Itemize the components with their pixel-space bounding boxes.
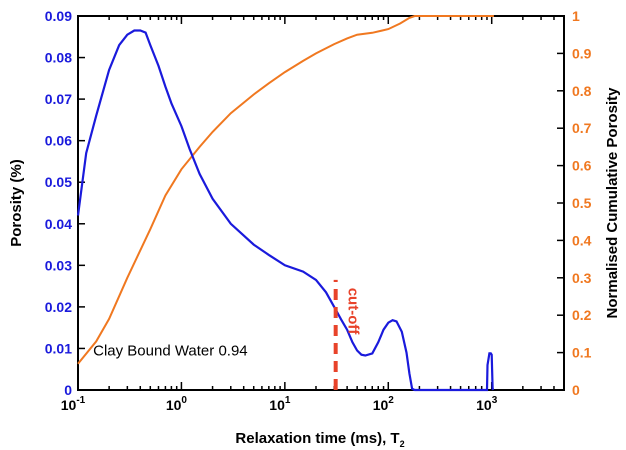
y-right-tick-label: 0.3 (572, 270, 592, 286)
y-left-axis-ticks: 0 0.01 0.02 0.03 0.04 0.05 0.06 0.07 0.08 0.09 (45, 8, 85, 398)
y-left-tick-label: 0.07 (45, 91, 72, 107)
y-right-axis-title: Normalised Cumulative Porosity (604, 87, 621, 319)
y-right-tick-label: 1 (572, 8, 580, 24)
y-left-tick-label: 0.01 (45, 340, 72, 356)
y-right-tick-label: 0.8 (572, 83, 592, 99)
x-tick-label: 102 (373, 395, 395, 413)
y-right-tick-label: 0.6 (572, 158, 592, 174)
x-axis-title: Relaxation time (ms), T2 (235, 430, 404, 449)
y-left-axis-title: Porosity (%) (8, 159, 25, 247)
clay-bound-water-label: Clay Bound Water 0.94 (93, 343, 248, 360)
cutoff-label: cut-off (344, 288, 361, 336)
y-right-tick-label: 0.7 (572, 120, 592, 136)
y-left-tick-label: 0.02 (45, 299, 72, 315)
cumulative-porosity-line (77, 15, 494, 365)
y-right-axis-ticks: 0 0.1 0.2 0.3 0.4 0.5 0.6 0.7 0.8 0.9 1 (557, 8, 592, 398)
y-right-tick-label: 0 (572, 382, 580, 398)
porosity-line (76, 29, 495, 392)
y-right-tick-label: 0.4 (572, 232, 592, 248)
y-left-tick-label: 0.09 (45, 8, 72, 24)
y-left-tick-label: 0 (64, 382, 72, 398)
y-left-tick-label: 0.03 (45, 257, 72, 273)
y-right-tick-label: 0.1 (572, 345, 592, 361)
x-tick-label: 10-1 (61, 395, 86, 413)
y-left-tick-label: 0.04 (45, 216, 72, 232)
y-right-tick-label: 0.5 (572, 195, 592, 211)
y-left-tick-label: 0.08 (45, 50, 72, 66)
plot-frame (77, 15, 565, 391)
y-left-tick-label: 0.05 (45, 174, 72, 190)
y-right-tick-label: 0.9 (572, 45, 592, 61)
x-axis-ticks: 10-1 100 101 102 103 (61, 16, 565, 413)
y-right-tick-label: 0.2 (572, 307, 592, 323)
x-tick-label: 103 (476, 395, 498, 413)
y-left-tick-label: 0.06 (45, 133, 72, 149)
x-tick-label: 100 (166, 395, 188, 413)
x-tick-label: 101 (269, 395, 291, 413)
